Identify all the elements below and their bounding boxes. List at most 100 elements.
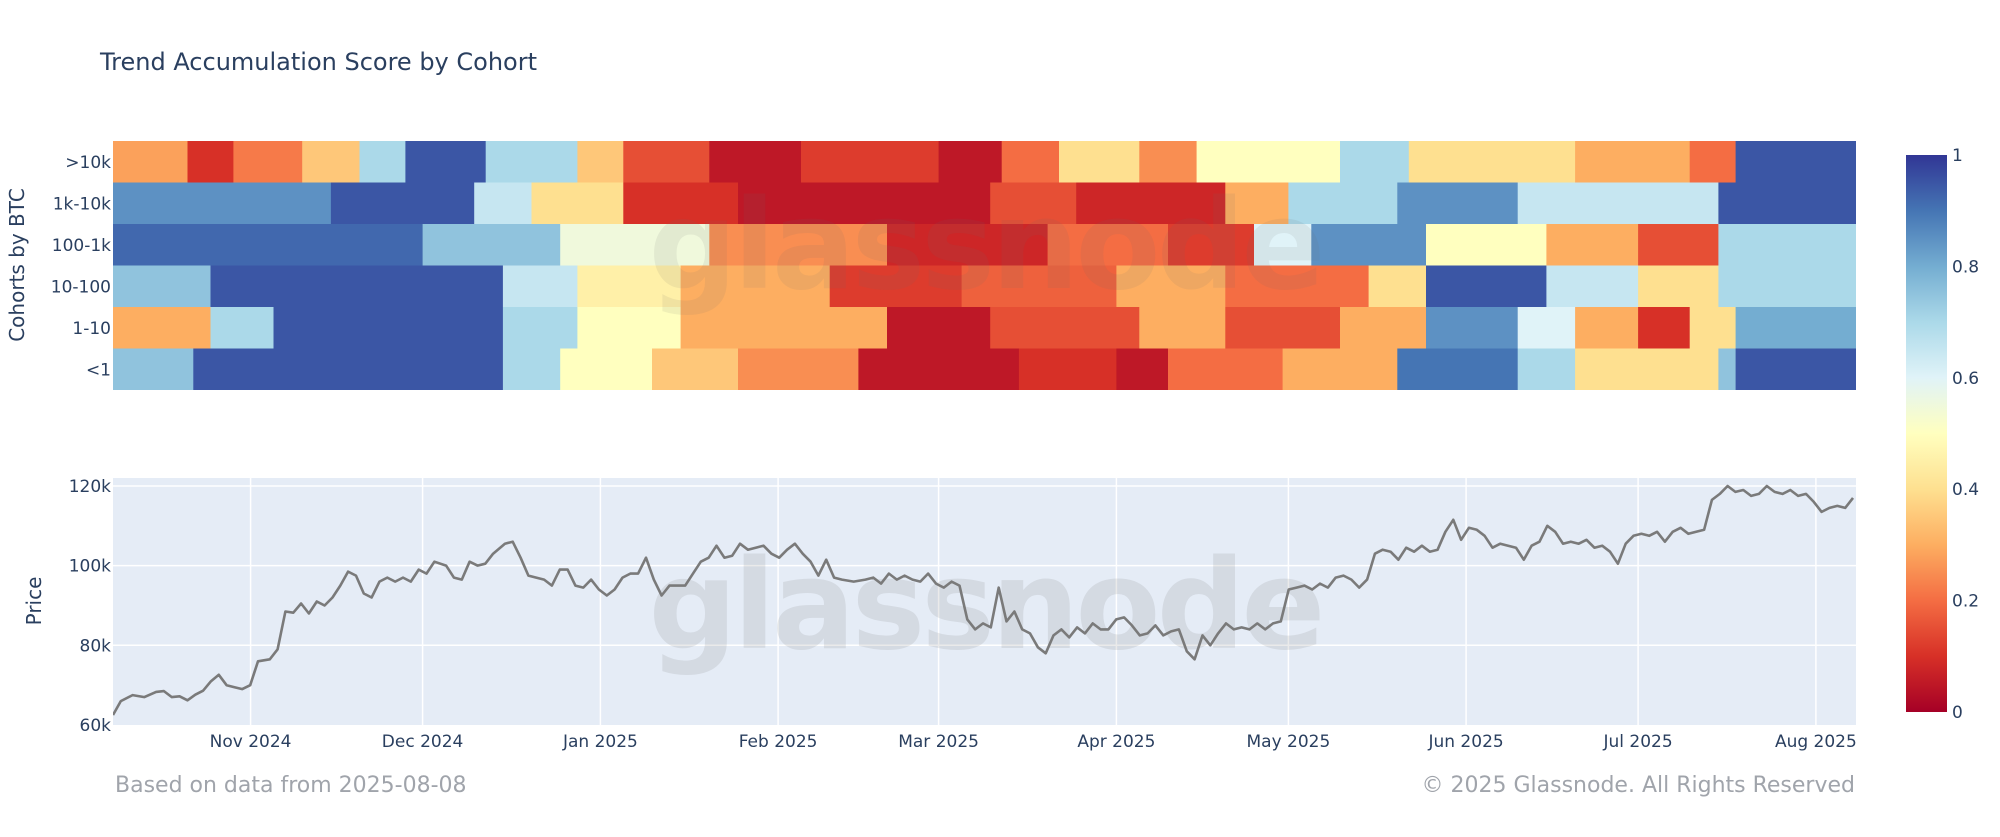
heatmap-cell xyxy=(1225,265,1370,308)
heatmap-cell xyxy=(1408,141,1576,183)
heatmap-cell xyxy=(1168,348,1284,390)
heatmap-cell xyxy=(359,141,406,183)
heatmap-cell xyxy=(1196,141,1341,183)
price-x-tick-label: Aug 2025 xyxy=(1775,732,1857,752)
price-y-tick-label: 80k xyxy=(80,636,112,656)
price-line-layer xyxy=(113,484,1855,716)
heatmap-cell xyxy=(1517,307,1576,349)
heatmap-cell xyxy=(1575,348,1719,390)
heatmap-cell xyxy=(709,141,802,183)
heatmap-cell xyxy=(193,348,504,390)
heatmap-cell xyxy=(1575,307,1639,349)
heatmap-cell xyxy=(577,265,682,308)
heatmap-cell xyxy=(990,307,1140,349)
heatmap-cell xyxy=(1718,224,1856,266)
heatmap-cell xyxy=(1735,348,1856,390)
heatmap-y-axis-title: Cohorts by BTC xyxy=(5,188,29,342)
heatmap-cell xyxy=(560,224,710,266)
heatmap-cell xyxy=(1116,348,1169,390)
heatmap-cell xyxy=(738,348,859,390)
heatmap-cell xyxy=(1426,224,1547,266)
heatmap-cell xyxy=(709,224,888,266)
heatmap-cell xyxy=(738,182,991,225)
colorbar-tick-label: 1 xyxy=(1952,146,1963,166)
heatmap-cell xyxy=(502,307,578,349)
heatmap-cell xyxy=(113,348,194,390)
heatmap-cell xyxy=(829,265,963,308)
heatmap-row-label: <1 xyxy=(86,360,111,380)
heatmap-cell xyxy=(113,182,332,225)
watermark-bottom: glassnode xyxy=(649,534,1322,678)
colorbar-tick-label: 0.8 xyxy=(1952,257,1979,277)
chart-title: Trend Accumulation Score by Cohort xyxy=(99,48,537,76)
colorbar-tick-label: 0.2 xyxy=(1952,592,1979,612)
heatmap-cell xyxy=(1254,224,1312,266)
heatmap-cell xyxy=(1546,265,1639,308)
heatmap-cell xyxy=(210,265,504,308)
footer-copyright: © 2025 Glassnode. All Rights Reserved xyxy=(1422,773,1855,798)
colorbar-tick-label: 0.6 xyxy=(1952,369,1979,389)
heatmap-cell xyxy=(1718,182,1856,225)
heatmap-cell xyxy=(1139,141,1198,183)
heatmap-cell xyxy=(1638,265,1719,308)
heatmap-cell xyxy=(858,348,1020,390)
heatmap-row-label: 100-1k xyxy=(52,236,111,256)
heatmap-cell xyxy=(1018,348,1117,390)
heatmap-cell xyxy=(623,141,710,183)
price-x-tick-label: May 2025 xyxy=(1246,732,1330,752)
price-x-tick-label: Dec 2024 xyxy=(382,732,464,752)
heatmap-row-labels: >10k 1k-10k 100-1k 10-100 1-10 <1 xyxy=(51,153,111,380)
colorbar-tick-label: 0.4 xyxy=(1952,480,1979,500)
price-x-tick-label: Jun 2025 xyxy=(1427,732,1503,752)
heatmap-cell xyxy=(1575,141,1691,183)
heatmap-cell xyxy=(961,265,1117,308)
heatmap-row-label: 10-100 xyxy=(51,277,111,297)
heatmap-cell xyxy=(1689,307,1737,349)
colorbar-tick-label: 0 xyxy=(1952,703,1963,723)
heatmap-cell xyxy=(1076,182,1226,225)
heatmap-cell xyxy=(405,141,487,183)
heatmap-cell xyxy=(1311,224,1427,266)
heatmap-cell xyxy=(113,224,424,266)
price-x-tick-label: Jul 2025 xyxy=(1603,732,1673,752)
heatmap-cell xyxy=(1426,307,1519,349)
price-x-tick-label: Apr 2025 xyxy=(1077,732,1155,752)
heatmap-cell xyxy=(680,265,831,308)
price-y-tick-label: 120k xyxy=(69,477,111,497)
heatmap-cell xyxy=(1689,141,1737,183)
heatmap-cell xyxy=(1059,141,1140,183)
heatmap-cell xyxy=(1340,307,1427,349)
heatmap-cell xyxy=(485,141,578,183)
heatmap-cell xyxy=(1638,307,1691,349)
heatmap-cell xyxy=(502,348,561,390)
heatmap-cell xyxy=(187,141,234,183)
heatmap-cell xyxy=(113,141,189,183)
price-x-tick-label: Nov 2024 xyxy=(210,732,292,752)
heatmap-cell xyxy=(1718,348,1737,390)
price-plot-background xyxy=(113,478,1856,725)
heatmap-cell xyxy=(1397,182,1519,225)
heatmap-cell xyxy=(1340,141,1410,183)
heatmap-cell xyxy=(1397,348,1519,390)
heatmap-cell xyxy=(1116,265,1226,308)
price-y-tick-label: 100k xyxy=(69,557,111,577)
price-x-ticks: Nov 2024 Dec 2024 Jan 2025 Feb 2025 Mar 2025… xyxy=(210,732,1857,752)
colorbar-ticks: 0 0.2 0.4 0.6 0.8 1 xyxy=(1952,146,1979,723)
heatmap-cell xyxy=(1047,224,1169,266)
heatmap-cell xyxy=(1225,307,1341,349)
heatmap-cell xyxy=(1546,224,1639,266)
heatmap-cell xyxy=(233,141,303,183)
heatmap-cell xyxy=(502,265,578,308)
heatmap-cell xyxy=(474,182,533,225)
heatmap-cell xyxy=(273,307,504,349)
heatmap-row-label: >10k xyxy=(65,153,111,173)
heatmap-row-label: 1-10 xyxy=(72,319,111,339)
heatmap-row-label: 1k-10k xyxy=(53,194,111,214)
heatmap-cell xyxy=(560,348,653,390)
price-x-tick-label: Feb 2025 xyxy=(739,732,818,752)
heatmap-cell xyxy=(330,182,475,225)
price-x-tick-label: Jan 2025 xyxy=(562,732,638,752)
heatmap-cell xyxy=(1282,348,1398,390)
